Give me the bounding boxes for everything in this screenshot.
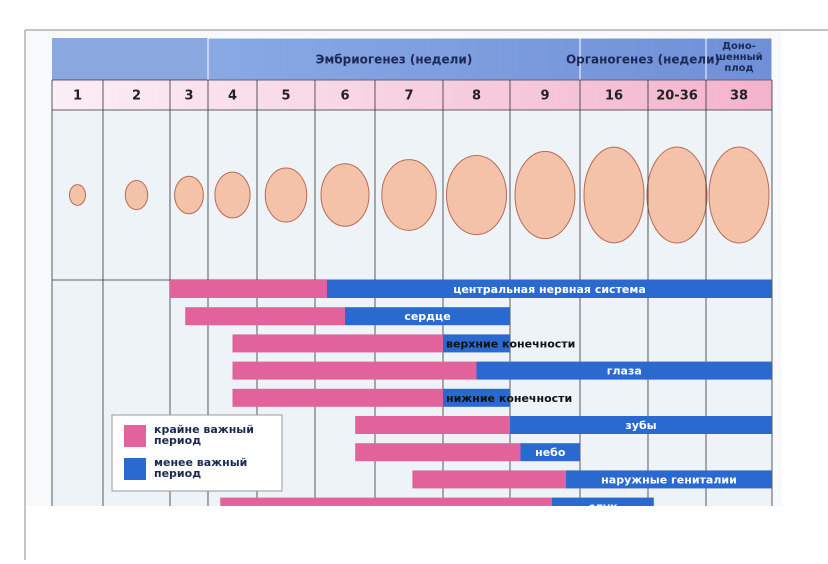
embryo: [381, 159, 437, 231]
less-bar: [345, 307, 510, 326]
bar-label: зубы: [625, 419, 656, 432]
legend-label: менее важный: [154, 456, 247, 469]
embryo: [514, 150, 576, 240]
less-bar: [476, 361, 772, 380]
critical-bar: [412, 470, 566, 489]
legend-label: период: [154, 467, 201, 480]
less-bar: [520, 443, 580, 462]
critical-bar: [232, 361, 477, 380]
bar-label: сердце: [404, 310, 450, 323]
embryo: [583, 146, 645, 244]
week-label: 16: [605, 89, 623, 104]
bar-label: нижние конечности: [446, 392, 572, 405]
week-label: 8: [472, 89, 481, 104]
legend-swatch: [124, 458, 146, 480]
embryo: [214, 171, 251, 219]
embryo: [708, 146, 770, 244]
less-bar: [443, 334, 510, 353]
critical-bar: [355, 416, 510, 434]
less-bar: [327, 280, 772, 298]
embryo: [69, 184, 86, 206]
less-bar: [566, 470, 772, 489]
week-label: 1: [73, 89, 82, 104]
bar-label: центральная нервная система: [453, 283, 646, 296]
week-label: 4: [228, 89, 237, 104]
legend-swatch: [124, 425, 146, 447]
header-left: [52, 38, 208, 80]
week-label: 3: [184, 89, 193, 104]
embryo: [124, 179, 149, 211]
header-label: плод: [724, 63, 753, 74]
embryo: [264, 167, 308, 223]
week-label: 7: [404, 89, 413, 104]
critical-bar: [355, 443, 521, 462]
week-label: 20-36: [656, 89, 698, 104]
bar-label: небо: [535, 446, 566, 459]
week-label: 2: [132, 89, 141, 104]
legend-label: период: [154, 434, 201, 447]
header-label: Доно-: [722, 41, 756, 52]
week-label: 5: [281, 89, 290, 104]
bar-label: глаза: [607, 365, 642, 378]
chart: Эмбриогенез (недели) Органогенез (недели)…: [51, 37, 773, 514]
less-bar: [552, 497, 654, 506]
less-bar: [510, 416, 772, 434]
less-bar: [443, 388, 510, 407]
week-label: 6: [340, 89, 349, 104]
bar-label: верхние конечности: [446, 337, 575, 350]
critical-bar: [185, 307, 345, 326]
critical-bar: [220, 497, 552, 506]
critical-bar: [232, 334, 443, 353]
embryo: [646, 146, 708, 244]
bar-label: слух: [588, 501, 617, 514]
bar-label: наружные гениталии: [601, 473, 737, 486]
critical-bar: [170, 280, 327, 298]
header-label: Эмбриогенез (недели): [316, 53, 473, 67]
header-label: шенный: [715, 52, 762, 63]
week-label: 9: [540, 89, 549, 104]
critical-bar: [232, 388, 443, 407]
week-label: 38: [730, 89, 748, 104]
embryo: [174, 175, 204, 215]
header-label: Органогенез (недели): [566, 53, 720, 67]
embryo: [446, 154, 507, 236]
legend-label: крайне важный: [154, 423, 254, 436]
embryo: [320, 163, 370, 227]
week-row: [52, 80, 772, 110]
